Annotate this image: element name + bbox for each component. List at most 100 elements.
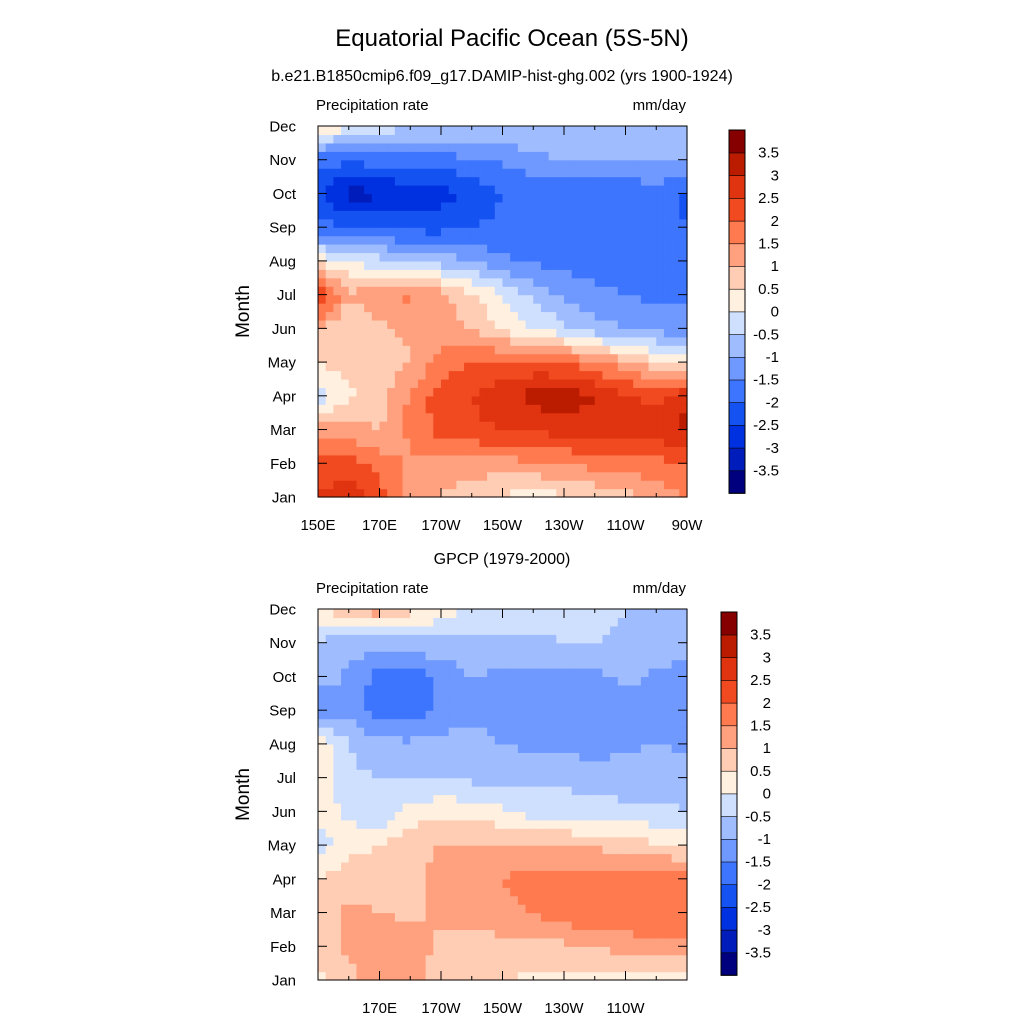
heatmap-cell xyxy=(441,244,450,254)
heatmap-cell xyxy=(494,345,504,355)
heatmap-cell xyxy=(448,609,457,619)
heatmap-cell xyxy=(464,609,473,619)
heatmap-cell xyxy=(602,937,611,947)
heatmap-cell xyxy=(517,488,527,498)
heatmap-cell xyxy=(379,853,388,863)
heatmap-cell xyxy=(633,946,642,956)
heatmap-cell xyxy=(456,201,465,211)
heatmap-cell xyxy=(525,227,534,237)
heatmap-cell xyxy=(479,319,488,329)
heatmap-cell xyxy=(441,735,450,745)
heatmap-cell xyxy=(487,151,496,161)
heatmap-cell xyxy=(671,777,680,787)
heatmap-cell xyxy=(571,769,580,779)
y-tick-label: Aug xyxy=(269,253,296,270)
heatmap-cell xyxy=(487,134,496,144)
heatmap-cell xyxy=(556,176,565,186)
heatmap-cell xyxy=(448,971,457,981)
heatmap-cell xyxy=(417,743,427,753)
heatmap-cell xyxy=(433,845,442,855)
heatmap-cell xyxy=(425,319,434,329)
heatmap-cell xyxy=(333,937,342,947)
heatmap-cell xyxy=(587,336,596,346)
heatmap-cell xyxy=(356,311,365,321)
heatmap-cell xyxy=(564,395,573,405)
heatmap-cell xyxy=(525,151,534,161)
heatmap-cell xyxy=(387,617,396,627)
heatmap-cell xyxy=(525,412,534,422)
heatmap-cell xyxy=(594,395,604,405)
heatmap-cell xyxy=(479,836,488,846)
heatmap-cell xyxy=(679,328,688,338)
heatmap-cell xyxy=(525,362,534,372)
heatmap-cell xyxy=(571,277,580,287)
heatmap-cell xyxy=(387,404,396,414)
y-tick-label: Oct xyxy=(273,186,297,203)
heatmap-cell xyxy=(610,836,619,846)
heatmap-cell xyxy=(379,488,388,498)
heatmap-cell xyxy=(410,912,419,922)
heatmap-cell xyxy=(417,642,427,652)
heatmap-cell xyxy=(648,904,657,914)
heatmap-cell xyxy=(456,625,465,635)
heatmap-cell xyxy=(402,454,411,464)
heatmap-cell xyxy=(617,176,627,186)
heatmap-cell xyxy=(425,185,434,195)
heatmap-cell xyxy=(525,387,534,397)
heatmap-cell xyxy=(479,946,488,956)
heatmap-cell xyxy=(502,480,511,490)
heatmap-cell xyxy=(671,845,680,855)
heatmap-cell xyxy=(602,218,611,228)
heatmap-cell xyxy=(325,319,334,329)
heatmap-cell xyxy=(633,412,642,422)
heatmap-cell xyxy=(387,294,396,304)
heatmap-cell xyxy=(471,609,481,619)
heatmap-cell xyxy=(556,463,565,473)
heatmap-cell xyxy=(348,336,358,346)
heatmap-cell xyxy=(402,971,411,981)
heatmap-cell xyxy=(456,446,465,456)
heatmap-cell xyxy=(648,802,657,812)
heatmap-cell xyxy=(517,693,527,703)
heatmap-cell xyxy=(479,303,488,313)
heatmap-cell xyxy=(479,912,488,922)
heatmap-cell xyxy=(617,870,627,880)
heatmap-cell xyxy=(556,971,565,981)
colorbar-label: 1 xyxy=(771,258,779,275)
heatmap-cell xyxy=(564,387,573,397)
heatmap-cell xyxy=(671,260,680,270)
heatmap-cell xyxy=(663,861,673,871)
heatmap-cell xyxy=(510,617,519,627)
heatmap-cell xyxy=(663,446,673,456)
heatmap-cell xyxy=(679,176,688,186)
heatmap-cell xyxy=(356,625,365,635)
heatmap-cell xyxy=(656,269,665,279)
heatmap-cell xyxy=(333,659,342,669)
heatmap-cell xyxy=(364,471,373,481)
heatmap-cell xyxy=(433,836,442,846)
heatmap-cell xyxy=(410,311,419,321)
heatmap-cell xyxy=(594,294,604,304)
heatmap-cell xyxy=(517,353,527,363)
heatmap-cell xyxy=(671,395,680,405)
heatmap-cell xyxy=(548,693,557,703)
heatmap-cell xyxy=(633,710,642,720)
heatmap-cell xyxy=(387,718,396,728)
heatmap-cell xyxy=(525,311,534,321)
heatmap-cell xyxy=(379,218,388,228)
heatmap-cell xyxy=(625,878,634,888)
heatmap-cell xyxy=(640,218,650,228)
heatmap-cell xyxy=(656,904,665,914)
heatmap-cell xyxy=(640,718,650,728)
heatmap-cell xyxy=(602,701,611,711)
colorbar-label: -2.5 xyxy=(745,899,771,916)
heatmap-cell xyxy=(656,718,665,728)
heatmap-cell xyxy=(448,861,457,871)
heatmap-cell xyxy=(640,651,650,661)
heatmap-cell xyxy=(556,836,565,846)
heatmap-cell xyxy=(610,201,619,211)
heatmap-cell xyxy=(517,404,527,414)
heatmap-cell xyxy=(548,642,557,652)
heatmap-cell xyxy=(564,404,573,414)
heatmap-cell xyxy=(617,895,627,905)
